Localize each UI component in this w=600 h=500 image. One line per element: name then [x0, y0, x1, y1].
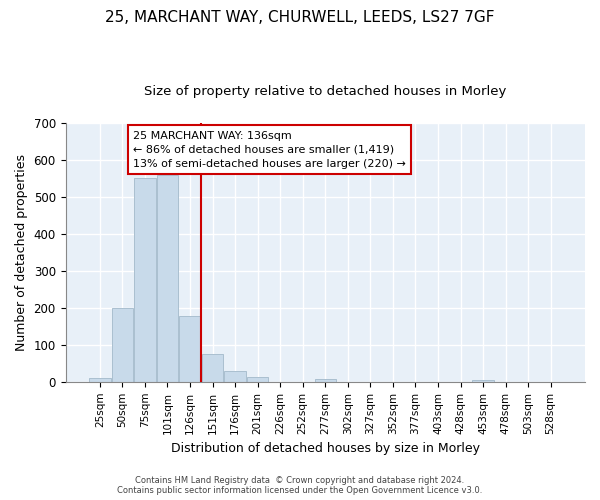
Bar — [224, 370, 246, 382]
Text: 25, MARCHANT WAY, CHURWELL, LEEDS, LS27 7GF: 25, MARCHANT WAY, CHURWELL, LEEDS, LS27 … — [105, 10, 495, 25]
Text: Contains HM Land Registry data  © Crown copyright and database right 2024.
Conta: Contains HM Land Registry data © Crown c… — [118, 476, 482, 495]
X-axis label: Distribution of detached houses by size in Morley: Distribution of detached houses by size … — [171, 442, 480, 455]
Bar — [134, 178, 155, 382]
Y-axis label: Number of detached properties: Number of detached properties — [15, 154, 28, 351]
Bar — [247, 378, 268, 382]
Bar — [314, 379, 336, 382]
Text: 25 MARCHANT WAY: 136sqm
← 86% of detached houses are smaller (1,419)
13% of semi: 25 MARCHANT WAY: 136sqm ← 86% of detache… — [133, 130, 406, 168]
Bar — [202, 354, 223, 382]
Bar — [112, 308, 133, 382]
Bar — [179, 316, 201, 382]
Bar — [89, 378, 110, 382]
Bar — [157, 176, 178, 382]
Bar — [472, 380, 494, 382]
Title: Size of property relative to detached houses in Morley: Size of property relative to detached ho… — [144, 85, 506, 98]
